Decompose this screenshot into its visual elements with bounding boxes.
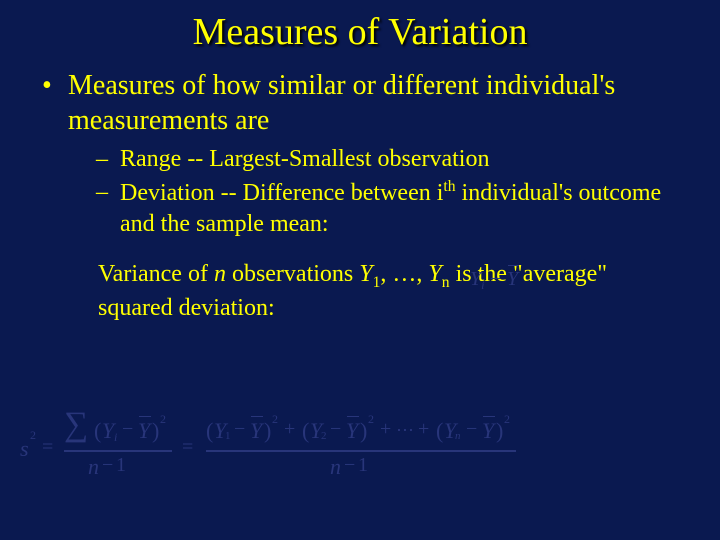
dash-icon: – — [96, 177, 120, 208]
deviation-formula: Yi − Y — [470, 268, 518, 293]
var-n: n — [214, 261, 226, 287]
main-bullet-text: Measures of how similar or different ind… — [68, 68, 690, 138]
dev-text-a: Deviation -- Difference between i — [120, 180, 443, 206]
slide-title: Measures of Variation — [0, 0, 720, 68]
dash-icon: – — [96, 144, 120, 175]
var-c: , …, — [380, 261, 428, 287]
sub-bullet-deviation-text: Deviation -- Difference between ith indi… — [120, 177, 680, 240]
bullet-icon: • — [40, 68, 68, 103]
sub-bullet-range: – Range -- Largest-Smallest observation — [96, 144, 680, 175]
variance-text: Variance of n observations Y1, …, Yn is … — [40, 259, 690, 324]
var-subn: n — [442, 273, 450, 290]
content-area: • Measures of how similar or different i… — [0, 68, 720, 324]
main-bullet: • Measures of how similar or different i… — [40, 68, 690, 138]
variance-formula: s 2 = ∑ ( Y i − Y ) 2 n − 1 = ( Y 1 − Y … — [20, 400, 700, 500]
var-Y1: Y — [359, 261, 372, 287]
var-Y2: Y — [428, 261, 441, 287]
sub-bullet-list: – Range -- Largest-Smallest observation … — [40, 144, 690, 241]
sub-bullet-range-text: Range -- Largest-Smallest observation — [120, 144, 680, 175]
dev-sup: th — [443, 178, 455, 195]
var-a: Variance of — [98, 261, 214, 287]
sub-bullet-deviation: – Deviation -- Difference between ith in… — [96, 177, 680, 240]
var-b: observations — [226, 261, 359, 287]
